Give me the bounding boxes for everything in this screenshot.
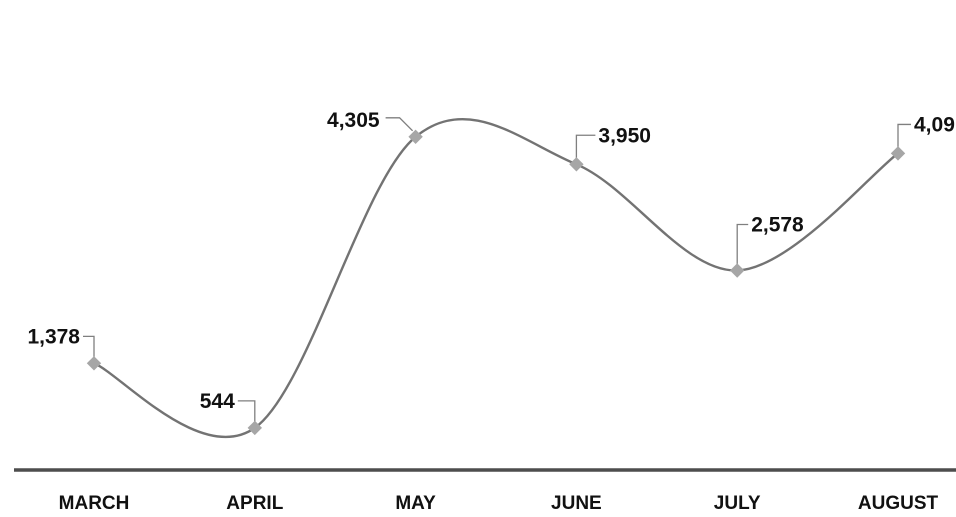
x-tick-label: MAY <box>395 493 436 514</box>
label-leader-line <box>736 223 749 265</box>
data-point-marker <box>408 129 423 145</box>
label-leader-line <box>237 400 256 422</box>
leader-lines <box>83 117 911 422</box>
data-point-marker <box>569 157 584 172</box>
x-tick-label: AUGUST <box>858 493 939 514</box>
series-line <box>93 118 899 438</box>
data-markers <box>86 129 906 436</box>
data-point-marker <box>247 420 263 436</box>
label-leader-line <box>575 134 596 159</box>
x-tick-label: APRIL <box>226 493 283 514</box>
data-point-marker <box>729 263 745 278</box>
data-point-marker <box>890 146 906 161</box>
data-label: 1,378 <box>27 325 80 348</box>
data-labels: 1,378 544 4,305 3,950 2,578 4,09 <box>27 109 954 413</box>
label-leader-line <box>897 123 911 148</box>
x-tick-label: MARCH <box>59 493 130 514</box>
label-leader-line <box>385 117 414 132</box>
data-label: 544 <box>200 390 235 413</box>
data-label: 2,578 <box>751 213 804 236</box>
x-axis-ticks: MARCH APRIL MAY JUNE JULY AUGUST <box>59 493 939 514</box>
x-tick-label: JULY <box>714 493 761 514</box>
data-point-marker <box>86 356 102 371</box>
x-tick-label: JUNE <box>551 493 602 514</box>
data-label: 4,305 <box>327 109 380 132</box>
data-label: 3,950 <box>598 124 651 147</box>
label-leader-line <box>83 335 95 358</box>
data-label: 4,09 <box>914 113 955 136</box>
